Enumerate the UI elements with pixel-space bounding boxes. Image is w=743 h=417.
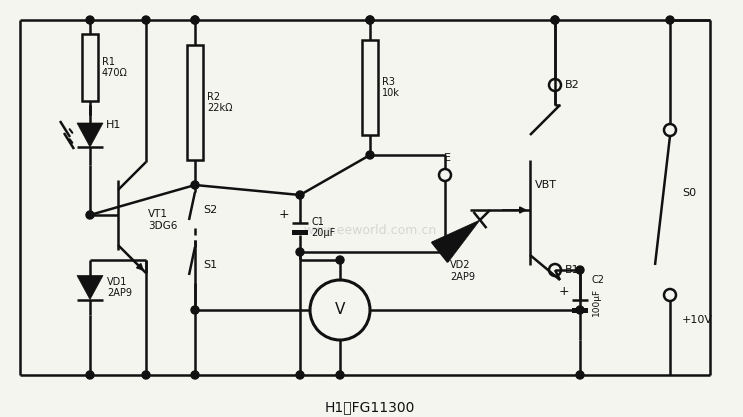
Circle shape bbox=[336, 371, 344, 379]
Text: VD1
2AP9: VD1 2AP9 bbox=[107, 277, 132, 298]
Text: VD2
2AP9: VD2 2AP9 bbox=[450, 260, 475, 281]
Text: R3
10k: R3 10k bbox=[382, 77, 400, 98]
Circle shape bbox=[576, 266, 584, 274]
Text: VBT: VBT bbox=[535, 180, 557, 190]
Circle shape bbox=[86, 371, 94, 379]
Circle shape bbox=[191, 16, 199, 24]
Circle shape bbox=[336, 256, 344, 264]
Text: E: E bbox=[444, 153, 450, 163]
Circle shape bbox=[366, 16, 374, 24]
Circle shape bbox=[191, 16, 199, 24]
Text: C1
20μF: C1 20μF bbox=[311, 217, 335, 238]
Circle shape bbox=[366, 151, 374, 159]
Text: 100μF: 100μF bbox=[592, 288, 601, 316]
Text: H1；FG11300: H1；FG11300 bbox=[325, 400, 415, 414]
Circle shape bbox=[86, 211, 94, 219]
Bar bbox=[362, 40, 378, 135]
Circle shape bbox=[86, 16, 94, 24]
Polygon shape bbox=[77, 123, 103, 147]
Text: +10V: +10V bbox=[682, 315, 713, 325]
Text: B1: B1 bbox=[565, 265, 580, 275]
Polygon shape bbox=[432, 220, 480, 262]
Bar bbox=[572, 307, 588, 312]
Text: H1: H1 bbox=[106, 120, 121, 130]
Text: www.eeworld.com.cn: www.eeworld.com.cn bbox=[303, 224, 437, 236]
Text: R1
470Ω: R1 470Ω bbox=[102, 57, 128, 78]
Polygon shape bbox=[77, 276, 103, 299]
Bar bbox=[187, 45, 203, 160]
Text: S2: S2 bbox=[203, 205, 217, 215]
Text: S0: S0 bbox=[682, 188, 696, 198]
Circle shape bbox=[551, 16, 559, 24]
Bar bbox=[82, 34, 98, 101]
Text: R2
22kΩ: R2 22kΩ bbox=[207, 92, 233, 113]
Circle shape bbox=[576, 306, 584, 314]
Text: V: V bbox=[335, 302, 345, 317]
Text: +: + bbox=[559, 285, 569, 298]
Circle shape bbox=[296, 371, 304, 379]
Circle shape bbox=[296, 248, 304, 256]
Bar bbox=[292, 230, 308, 235]
Circle shape bbox=[551, 16, 559, 24]
Circle shape bbox=[191, 306, 199, 314]
Text: S1: S1 bbox=[203, 260, 217, 270]
Text: +: + bbox=[279, 208, 289, 221]
Text: VT1
3DG6: VT1 3DG6 bbox=[148, 209, 178, 231]
Circle shape bbox=[576, 371, 584, 379]
Circle shape bbox=[296, 191, 304, 199]
Circle shape bbox=[142, 371, 150, 379]
Circle shape bbox=[142, 16, 150, 24]
Text: B2: B2 bbox=[565, 80, 580, 90]
Text: C2: C2 bbox=[592, 275, 605, 285]
Circle shape bbox=[191, 181, 199, 189]
Circle shape bbox=[666, 16, 674, 24]
Circle shape bbox=[191, 371, 199, 379]
Circle shape bbox=[366, 16, 374, 24]
